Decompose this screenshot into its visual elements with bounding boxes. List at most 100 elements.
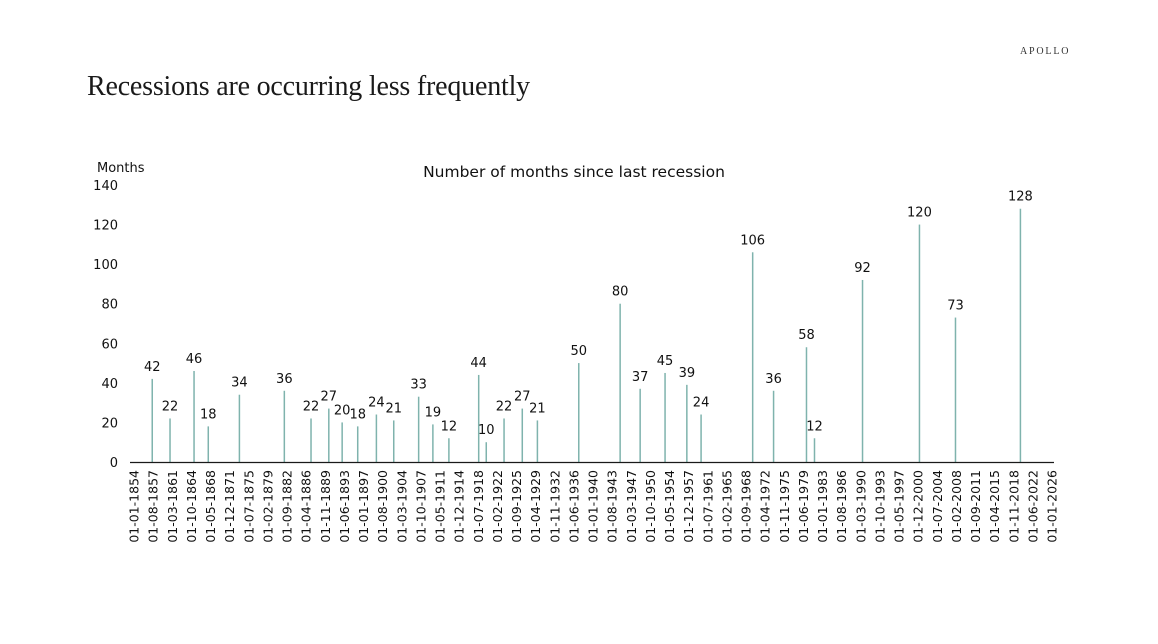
x-tick-label: 01-09-1968	[739, 470, 754, 543]
bar-value-label: 92	[854, 261, 871, 276]
bar	[751, 252, 754, 462]
bar-value-label: 10	[478, 423, 495, 438]
bar	[813, 438, 816, 462]
bar-value-label: 44	[470, 356, 487, 371]
bar	[578, 363, 580, 462]
bar	[477, 374, 480, 462]
bar	[918, 224, 921, 462]
bar-value-label: 22	[496, 399, 513, 414]
x-tick-label: 01-04-2015	[987, 470, 1002, 543]
bar-value-label: 20	[334, 403, 351, 418]
y-tick-label: 40	[101, 377, 118, 392]
bar	[485, 442, 488, 462]
bar-value-label: 42	[144, 360, 161, 375]
bar	[207, 426, 210, 462]
x-tick-label: 01-08-1857	[146, 470, 161, 543]
x-tick-label: 01-06-1893	[337, 470, 352, 543]
x-tick-label: 01-08-1900	[375, 470, 390, 543]
x-tick-label: 01-12-1914	[452, 470, 467, 543]
bar	[341, 422, 343, 462]
x-tick-label: 01-02-1965	[719, 470, 734, 543]
x-tick-label: 01-11-1975	[777, 470, 792, 543]
x-tick-label: 01-10-1993	[872, 470, 887, 543]
x-tick-label: 01-03-1990	[853, 470, 868, 543]
x-tick-label: 01-05-1997	[892, 470, 907, 543]
bar-value-label: 39	[679, 366, 696, 381]
bar-value-label: 106	[740, 233, 765, 248]
bar-value-label: 46	[186, 352, 203, 367]
x-tick-label: 01-07-1875	[241, 470, 256, 543]
bar-value-label: 12	[441, 419, 458, 434]
x-tick-label: 01-05-1868	[203, 470, 218, 543]
bar-value-label: 37	[632, 370, 649, 385]
y-axis-label: Months	[97, 161, 145, 176]
x-tick-label: 01-06-1979	[796, 470, 811, 543]
x-tick-label: 01-03-1947	[624, 470, 639, 543]
y-axis-ticks: 0 20 40 60 80 100 120 140	[93, 179, 118, 471]
x-tick-label: 01-04-1929	[528, 470, 543, 543]
bar	[238, 394, 241, 462]
bar-value-label: 22	[162, 399, 179, 414]
y-tick-label: 100	[93, 258, 118, 273]
bar	[1019, 208, 1022, 462]
page-title: Recessions are occurring less frequently	[87, 71, 530, 102]
x-tick-label: 01-06-1936	[566, 470, 581, 543]
x-tick-label: 01-12-1871	[222, 470, 237, 543]
bar-value-label: 12	[806, 419, 823, 434]
x-tick-label: 01-06-2022	[1025, 470, 1040, 543]
x-tick-label: 01-08-1986	[834, 470, 849, 543]
x-tick-label: 01-11-1932	[547, 470, 562, 543]
y-tick-label: 60	[101, 337, 118, 352]
x-tick-label: 01-10-1864	[184, 470, 199, 543]
bar-value-label: 36	[765, 372, 782, 387]
x-tick-label: 01-12-1957	[681, 470, 696, 543]
x-tick-label: 01-03-1904	[394, 470, 409, 543]
bar-value-label: 73	[947, 299, 964, 314]
x-tick-label: 01-11-2018	[1006, 470, 1021, 543]
bar	[861, 279, 864, 462]
x-axis-ticks: 01-01-1854 01-08-1857 01-03-1861 01-10-1864…	[127, 470, 1060, 543]
x-tick-label: 01-01-1940	[586, 470, 601, 543]
bar-value-label: 27	[321, 390, 338, 405]
x-tick-label: 01-02-2008	[949, 470, 964, 543]
bar	[536, 420, 539, 462]
bar	[193, 370, 195, 462]
brand-logo: APOLLO	[1020, 46, 1071, 57]
y-tick-label: 120	[93, 219, 118, 234]
bar	[772, 390, 775, 462]
x-tick-label: 01-02-1922	[490, 470, 505, 543]
bar-value-label: 45	[657, 354, 674, 369]
x-tick-label: 01-07-1961	[700, 470, 715, 543]
bar	[417, 396, 420, 462]
bar-value-label: 21	[385, 401, 402, 416]
bar-value-label: 24	[368, 396, 385, 411]
y-tick-label: 140	[93, 179, 118, 194]
x-tick-label: 01-07-2004	[930, 470, 945, 543]
bar	[448, 438, 450, 462]
bar-value-label: 24	[693, 396, 710, 411]
bar	[954, 317, 957, 462]
bar	[686, 384, 688, 462]
x-tick-label: 01-04-1972	[758, 470, 773, 543]
bar	[169, 418, 171, 462]
bar	[639, 388, 641, 462]
bar	[310, 418, 312, 462]
bar	[805, 347, 808, 462]
bar-value-label: 19	[425, 405, 442, 420]
x-tick-label: 01-07-1918	[471, 470, 486, 543]
y-tick-label: 80	[101, 298, 118, 313]
bar	[503, 418, 505, 462]
bar-value-label: 34	[231, 376, 248, 391]
x-tick-label: 01-02-1879	[260, 470, 275, 543]
x-tick-label: 01-09-2011	[968, 470, 983, 543]
bar	[375, 414, 378, 462]
bar	[700, 414, 702, 462]
x-tick-label: 01-01-1854	[127, 470, 142, 543]
x-tick-label: 01-01-1983	[815, 470, 830, 543]
x-tick-label: 01-09-1882	[280, 470, 295, 543]
y-tick-label: 20	[101, 416, 118, 431]
bar-value-label: 18	[200, 407, 217, 422]
y-tick-label: 0	[110, 456, 118, 471]
